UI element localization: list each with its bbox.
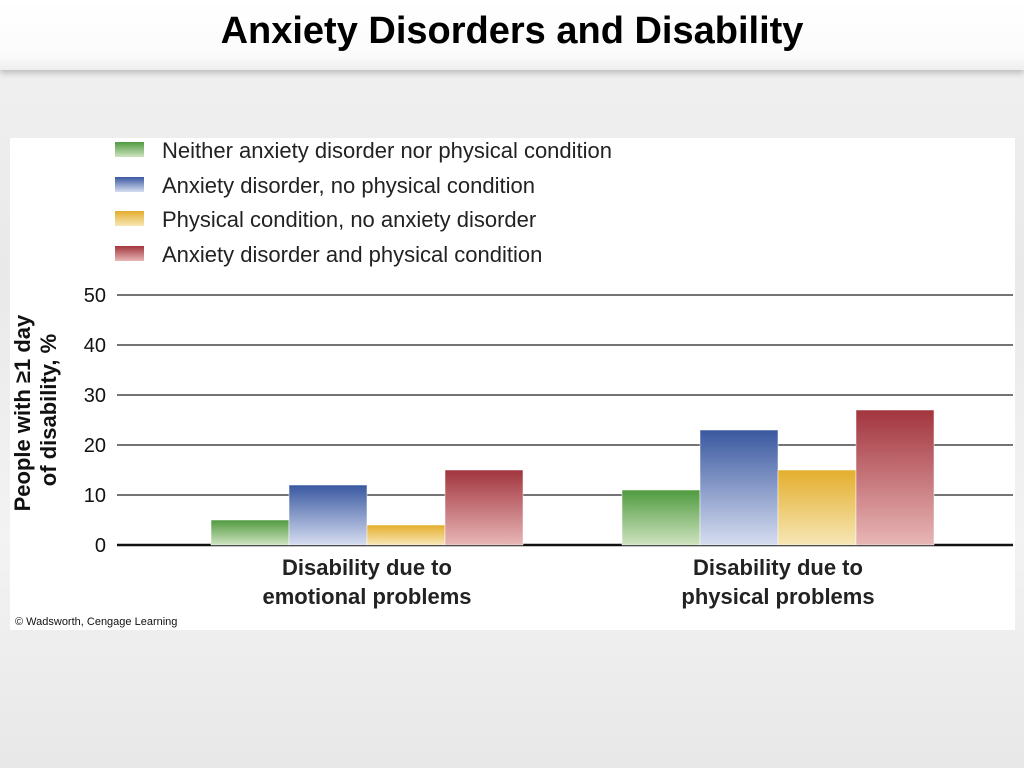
category-label-1: Disability due to physical problems <box>681 555 874 609</box>
bar-1-1 <box>699 429 779 546</box>
legend-swatch-both <box>115 246 144 261</box>
category-label-0-line-0: Disability due to <box>282 555 452 580</box>
bar-1-3 <box>855 409 935 546</box>
legend-label-both: Anxiety disorder and physical condition <box>162 242 543 267</box>
legend-label-physical-only: Physical condition, no anxiety disorder <box>162 207 537 232</box>
y-tick-label-20: 20 <box>84 435 106 457</box>
bar-0-2 <box>366 524 446 546</box>
title-bar: Anxiety Disorders and Disability <box>0 0 1024 70</box>
legend-swatch-neither <box>115 142 144 157</box>
bar-1-2 <box>777 469 857 546</box>
y-axis-title-line-1: People with ≥1 day <box>10 314 35 511</box>
y-axis-title-line-2: of disability, % <box>36 334 61 486</box>
bar-chart: People with ≥1 day of disability, % 0 10 2… <box>10 285 1013 609</box>
slide-title: Anxiety Disorders and Disability <box>220 10 804 52</box>
category-label-1-line-1: physical problems <box>681 584 874 609</box>
bar-1-0 <box>621 489 701 546</box>
legend-swatch-anxiety-only <box>115 177 144 192</box>
y-axis-title: People with ≥1 day of disability, % <box>10 309 61 512</box>
category-label-0-line-1: emotional problems <box>262 584 471 609</box>
legend-label-neither: Neither anxiety disorder nor physical co… <box>162 138 613 163</box>
legend-label-anxiety-only: Anxiety disorder, no physical condition <box>162 173 535 198</box>
category-label-1-line-0: Disability due to <box>693 555 863 580</box>
chart-figure: Neither anxiety disorder nor physical co… <box>10 138 1015 630</box>
y-tick-label-10: 10 <box>84 485 106 507</box>
y-tick-label-0: 0 <box>95 535 106 557</box>
bar-0-0 <box>210 519 290 546</box>
y-tick-label-40: 40 <box>84 335 106 357</box>
copyright-credit: © Wadsworth, Cengage Learning <box>15 616 178 628</box>
bar-0-1 <box>288 484 368 546</box>
y-tick-label-50: 50 <box>84 285 106 307</box>
bar-0-3 <box>444 469 524 546</box>
y-tick-label-30: 30 <box>84 385 106 407</box>
legend-swatch-physical-only <box>115 211 144 226</box>
category-label-0: Disability due to emotional problems <box>262 555 471 609</box>
